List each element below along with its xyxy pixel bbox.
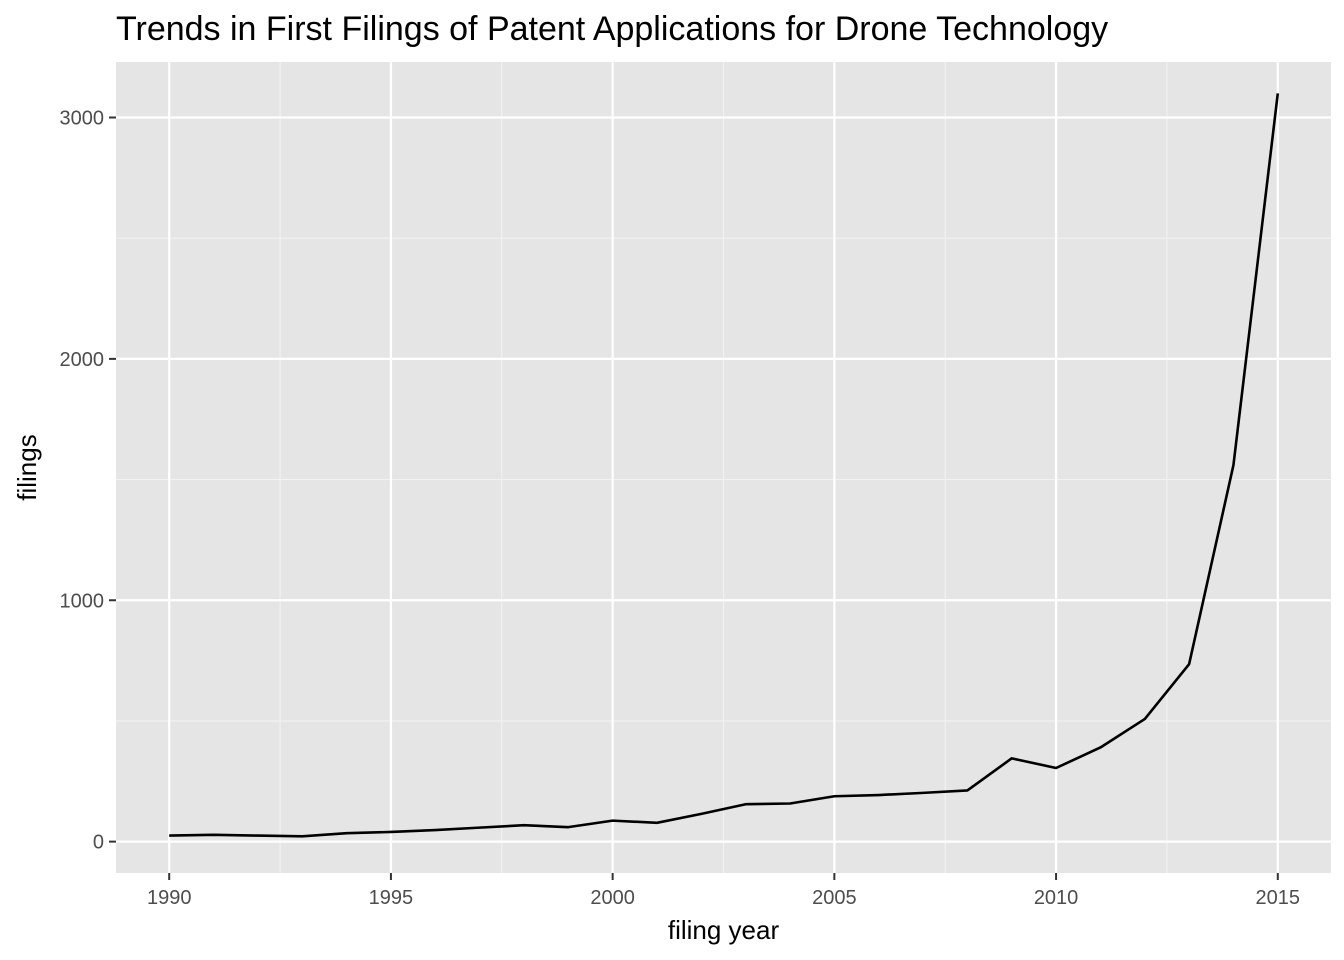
x-tick-label: 1990 (147, 887, 192, 909)
x-tick-label: 2015 (1256, 887, 1301, 909)
y-axis: 0 1000 2000 3000 (60, 108, 117, 854)
y-axis-title: filings (12, 434, 42, 500)
y-tick-label: 1000 (60, 590, 105, 612)
chart-title: Trends in First Filings of Patent Applic… (116, 10, 1108, 48)
x-tick-label: 2010 (1034, 887, 1079, 909)
x-tick-label: 2000 (590, 887, 635, 909)
y-tick-label: 3000 (60, 108, 105, 130)
x-tick-label: 2005 (812, 887, 857, 909)
y-tick-label: 2000 (60, 349, 105, 371)
x-tick-label: 1995 (369, 887, 414, 909)
x-axis: 1990 1995 2000 2005 2010 2015 (147, 873, 1300, 909)
x-axis-title: filing year (668, 915, 780, 945)
y-tick-label: 0 (93, 832, 104, 854)
